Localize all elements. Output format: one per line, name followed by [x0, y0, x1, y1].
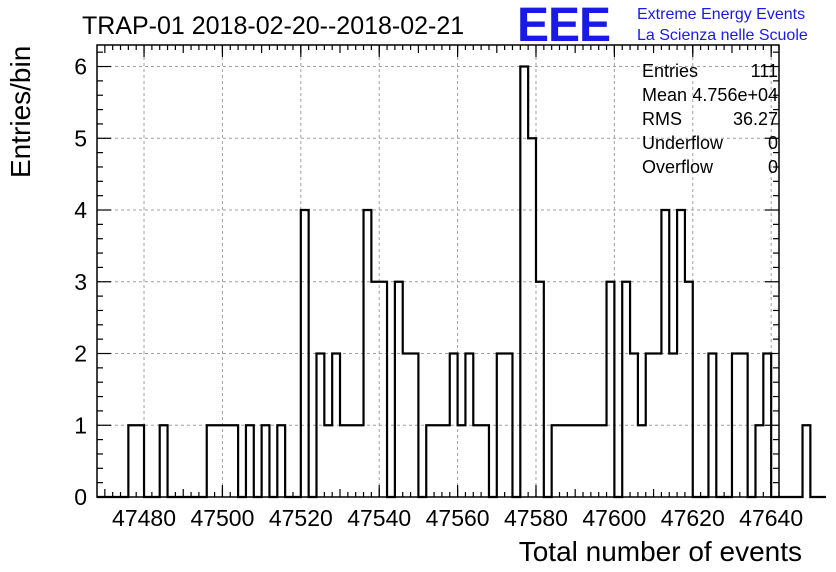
histogram-bin: [583, 425, 591, 497]
chart-title: TRAP-01 2018-02-20--2018-02-21: [82, 12, 464, 40]
histogram-bin: [348, 425, 356, 497]
x-tick-label: 47520: [269, 505, 333, 531]
histogram-bin: [575, 425, 583, 497]
histogram-bin: [622, 282, 630, 497]
histogram-bin: [755, 425, 763, 497]
y-tick-label: 4: [74, 197, 87, 223]
y-axis-title: Entries/bin: [5, 46, 36, 178]
histogram-bin: [277, 425, 285, 497]
stats-value: 0: [768, 157, 778, 177]
histogram-bin: [497, 354, 505, 497]
histogram-bin: [708, 354, 716, 497]
histogram-bin: [458, 425, 466, 497]
logo-line-2: La Scienza nelle Scuole: [637, 27, 808, 44]
axis-ticks: [97, 45, 780, 498]
histogram-bin: [403, 354, 411, 497]
stats-label: Entries: [642, 61, 698, 81]
histogram-bin: [411, 354, 419, 497]
histogram-bin: [160, 425, 168, 497]
histogram-bin: [732, 354, 740, 497]
histogram-bin: [740, 354, 748, 497]
histogram-bin: [646, 354, 654, 497]
histogram-bin: [528, 138, 536, 497]
histogram-bin: [207, 425, 215, 497]
histogram-bin: [803, 425, 811, 497]
histogram-bin: [552, 425, 560, 497]
stats-label: RMS: [642, 109, 682, 129]
x-tick-label: 47540: [347, 505, 411, 531]
histogram-bin: [364, 210, 372, 497]
histogram-bin: [371, 282, 379, 497]
histogram-bin: [591, 425, 599, 497]
histogram-bin: [505, 354, 513, 497]
histogram-bin: [246, 425, 254, 497]
y-tick-label: 6: [74, 54, 87, 80]
histogram-bin: [669, 354, 677, 497]
histogram-bin: [230, 425, 238, 497]
stats-box: Entries 111 Mean 4.756e+04 RMS 36.27 Underflow…: [642, 61, 778, 177]
histogram-bin: [395, 282, 403, 497]
y-tick-labels: 0 1 2 3 4 5 6: [74, 54, 87, 510]
y-tick-label: 3: [74, 269, 87, 295]
histogram-bin: [332, 354, 340, 497]
plot-frame: [96, 44, 780, 498]
histogram-bin: [536, 282, 544, 497]
x-tick-label: 47560: [426, 505, 490, 531]
histogram-bin: [599, 425, 607, 497]
x-axis-title: Total number of events: [519, 536, 802, 567]
histogram-bin: [301, 210, 309, 497]
stats-label: Overflow: [642, 157, 714, 177]
y-tick-label: 5: [74, 125, 87, 151]
histogram-bin: [262, 425, 270, 497]
histogram-bin: [426, 425, 434, 497]
x-tick-label: 47620: [661, 505, 725, 531]
histogram-bin: [356, 425, 364, 497]
eee-logo: EEE Extreme Energy Events La Scienza nel…: [517, 0, 808, 52]
histogram-bin: [638, 425, 646, 497]
x-tick-label: 47640: [739, 505, 803, 531]
histogram-bin: [654, 354, 662, 497]
histogram-bin: [520, 67, 528, 497]
histogram-bin: [661, 210, 669, 497]
stats-value: 0: [768, 133, 778, 153]
x-tick-label: 47580: [504, 505, 568, 531]
histogram-bin: [442, 425, 450, 497]
stats-value: 111: [751, 61, 778, 81]
histogram-bin: [324, 425, 332, 497]
x-tick-label: 47480: [112, 505, 176, 531]
histogram-bin: [677, 210, 685, 497]
histogram-bin: [481, 425, 489, 497]
stats-value: 4.756e+04: [692, 85, 778, 105]
histogram-bin: [630, 354, 638, 497]
stats-label: Underflow: [642, 133, 724, 153]
histogram-bin: [128, 425, 136, 497]
histogram-bin: [215, 425, 223, 497]
stats-label: Mean: [642, 85, 687, 105]
x-tick-label: 47500: [190, 505, 254, 531]
histogram-bin: [560, 425, 568, 497]
y-tick-label: 2: [74, 341, 87, 367]
histogram-bin: [685, 282, 693, 497]
histogram-bin: [473, 425, 481, 497]
histogram-bin: [450, 354, 458, 497]
histogram-bin: [465, 354, 473, 497]
histogram-bin: [136, 425, 144, 497]
logo-letters: EEE: [517, 0, 610, 52]
y-tick-label: 1: [74, 412, 87, 438]
x-tick-label: 47600: [582, 505, 646, 531]
y-tick-label: 0: [74, 484, 87, 510]
histogram-bin: [340, 425, 348, 497]
x-tick-labels: 47480 47500 47520 47540 47560 47580 47600 47620…: [112, 505, 803, 531]
stats-value: 36.27: [733, 109, 778, 129]
histogram-bin: [567, 425, 575, 497]
histogram-bin: [316, 354, 324, 497]
histogram-bin: [379, 282, 387, 497]
logo-line-1: Extreme Energy Events: [637, 6, 805, 23]
histogram-bin: [434, 425, 442, 497]
histogram-bin: [607, 282, 615, 497]
histogram-bin: [222, 425, 230, 497]
